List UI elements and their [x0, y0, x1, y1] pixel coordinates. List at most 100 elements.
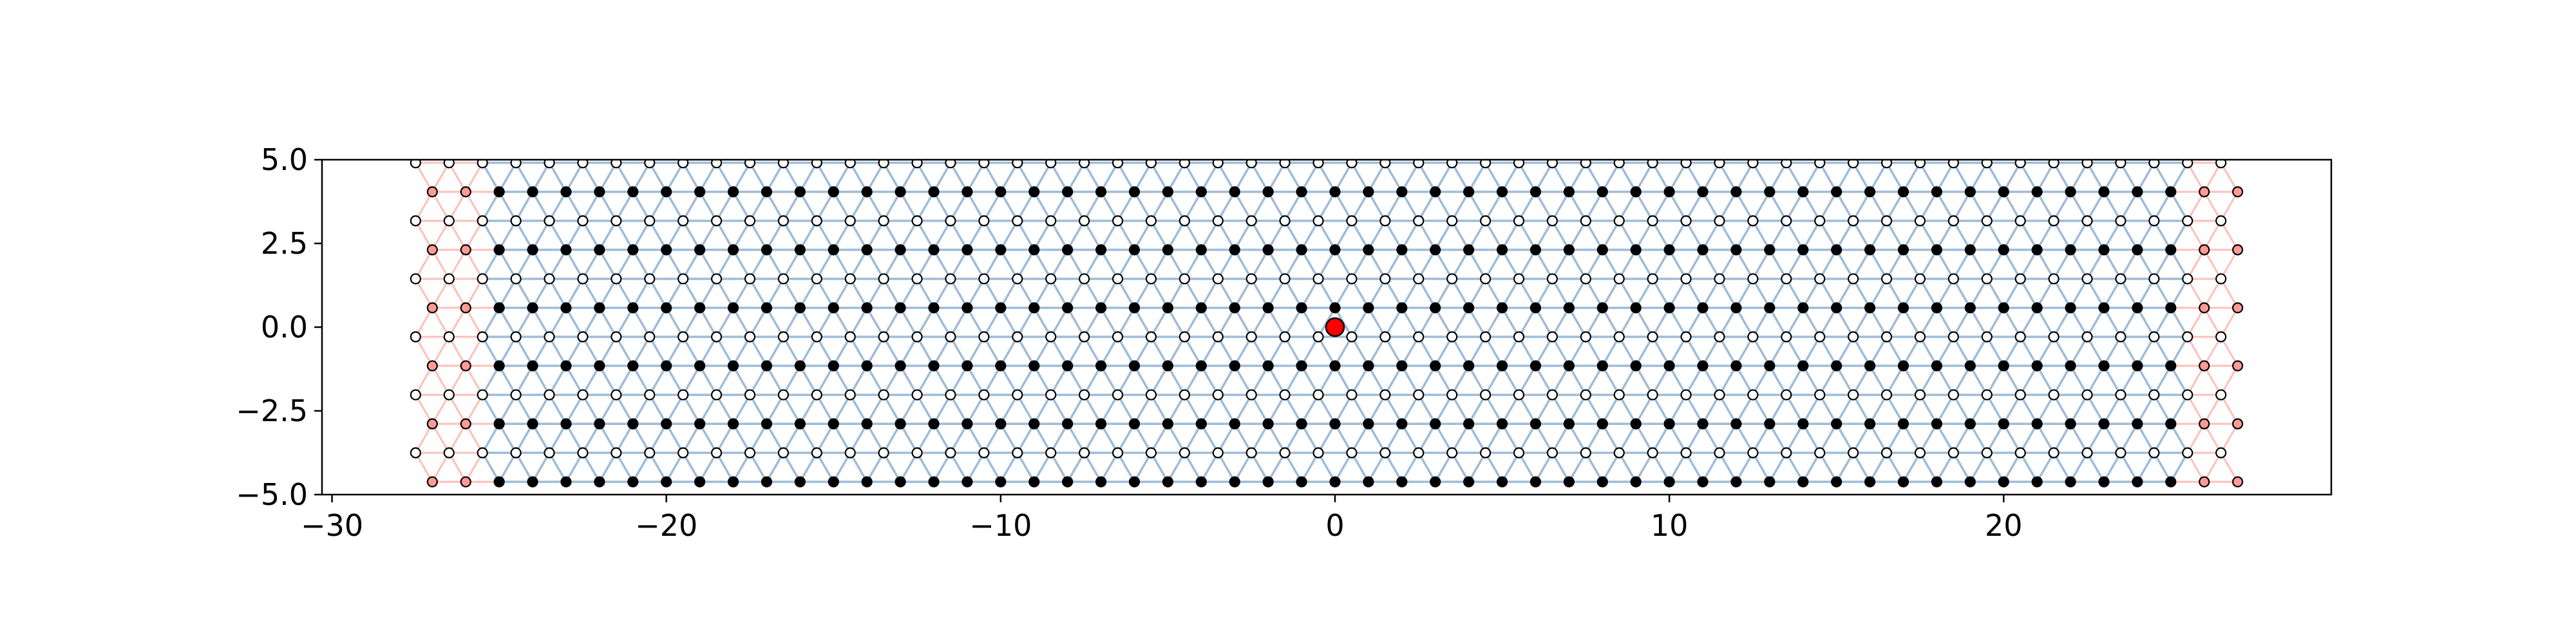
- site-a: [1931, 244, 1943, 256]
- hopping: [1651, 220, 1671, 251]
- hopping: [1133, 191, 1152, 222]
- site-b: [1012, 447, 1023, 459]
- site-b: [844, 389, 856, 401]
- site-a: [1062, 186, 1074, 198]
- hopping: [849, 278, 868, 308]
- site-b: [1680, 160, 1692, 169]
- hopping: [1417, 365, 1437, 395]
- site-a: [1797, 360, 1809, 372]
- site-a: [2098, 302, 2110, 314]
- hopping: [1016, 336, 1036, 366]
- hopping: [682, 394, 701, 424]
- hopping: [1952, 191, 1971, 222]
- hopping: [1117, 365, 1136, 395]
- hopping: [882, 162, 902, 193]
- site-b: [2081, 447, 2093, 459]
- hopping: [1718, 191, 1738, 222]
- hopping: [949, 220, 969, 251]
- site-a: [1764, 186, 1776, 198]
- hopping: [1183, 162, 1202, 193]
- hopping: [649, 162, 668, 193]
- site-a: [2132, 244, 2143, 256]
- site-b: [1647, 331, 1658, 343]
- hopping: [832, 307, 851, 337]
- hopping: [1752, 423, 1771, 454]
- lead-site: [426, 476, 438, 488]
- site-a: [1296, 186, 1307, 198]
- lead-hopping: [448, 423, 467, 453]
- site-b: [1914, 273, 1926, 285]
- hopping: [1852, 394, 1871, 424]
- hopping: [1233, 249, 1253, 279]
- hopping: [498, 278, 517, 308]
- site-b: [1613, 447, 1625, 459]
- hopping: [548, 336, 567, 366]
- hopping: [2086, 249, 2105, 279]
- site-a: [2098, 360, 2110, 372]
- hopping: [1283, 365, 1303, 395]
- site-b: [1079, 273, 1090, 285]
- hopping: [1350, 249, 1370, 279]
- hopping: [1785, 452, 1804, 483]
- site-a: [2098, 186, 2110, 198]
- hopping: [498, 162, 517, 193]
- hopping: [632, 249, 651, 279]
- hopping: [1618, 394, 1637, 424]
- hopping: [748, 278, 768, 308]
- lead-hopping: [431, 394, 450, 424]
- hopping: [1584, 278, 1604, 308]
- hopping: [1601, 394, 1620, 424]
- hopping: [1217, 162, 1236, 193]
- hopping: [515, 365, 534, 395]
- hopping: [1133, 220, 1152, 251]
- site-b: [1981, 273, 1993, 285]
- hopping: [815, 452, 835, 483]
- hopping: [715, 452, 735, 483]
- site-b: [1714, 331, 1725, 343]
- hopping: [1233, 307, 1253, 337]
- site-b: [1413, 389, 1425, 401]
- hopping: [1768, 365, 1788, 395]
- lead-hopping: [2220, 452, 2239, 482]
- hopping: [715, 394, 735, 424]
- hopping: [1618, 278, 1637, 308]
- site-a: [1162, 302, 1174, 314]
- hopping: [2002, 365, 2022, 395]
- hopping: [1952, 394, 1971, 424]
- hopping: [1350, 423, 1370, 454]
- site-a: [694, 476, 706, 488]
- hopping: [1634, 191, 1654, 222]
- hopping: [1117, 394, 1136, 424]
- site-a: [1596, 360, 1608, 372]
- hopping: [1869, 452, 1888, 483]
- hopping: [1768, 249, 1788, 279]
- hopping: [582, 365, 601, 395]
- hopping: [1517, 220, 1537, 251]
- hopping: [916, 365, 935, 395]
- site-b: [1379, 215, 1391, 227]
- hopping: [1517, 365, 1537, 395]
- site-b: [978, 215, 990, 227]
- site-a: [1730, 244, 1742, 256]
- hopping: [498, 394, 517, 424]
- hopping: [2170, 394, 2189, 424]
- site-b: [1848, 389, 1859, 401]
- hopping: [1752, 307, 1771, 337]
- hopping: [1166, 336, 1186, 366]
- site-b: [1580, 389, 1591, 401]
- hopping: [2069, 336, 2088, 366]
- hopping: [1334, 336, 1353, 366]
- site-a: [1463, 418, 1475, 430]
- site-b: [1079, 160, 1090, 169]
- hopping: [983, 365, 1002, 395]
- hopping: [2002, 336, 2022, 366]
- hopping: [2002, 249, 2022, 279]
- lead-site: [426, 244, 438, 256]
- hopping: [1150, 365, 1169, 395]
- hopping: [949, 336, 969, 366]
- hopping: [1283, 162, 1303, 193]
- site-b: [1947, 331, 1959, 343]
- hopping: [1869, 162, 1888, 193]
- site-b: [1245, 160, 1257, 169]
